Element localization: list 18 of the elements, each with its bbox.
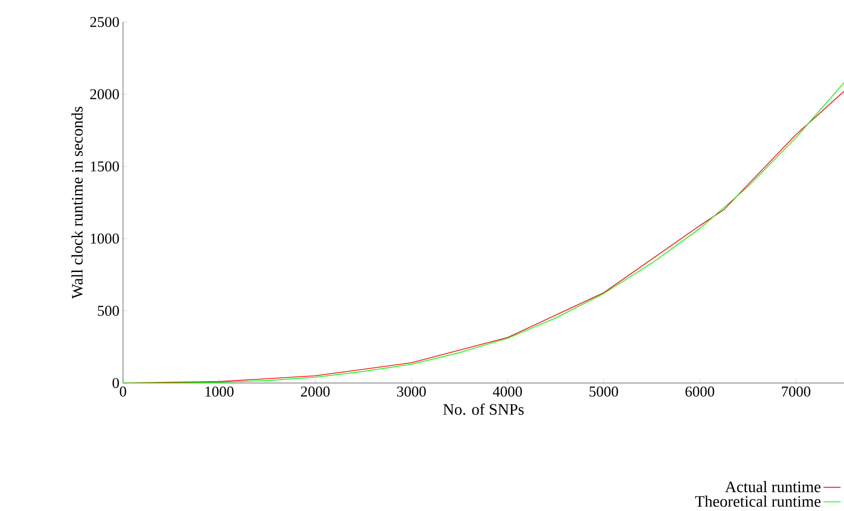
y-tick-label: 2500 xyxy=(90,16,119,28)
y-tick-label: 2000 xyxy=(90,89,119,100)
x-tick-label: 2000 xyxy=(300,386,330,397)
y-axis-title: Wall clock runtime in seconds xyxy=(71,106,83,299)
x-axis-title: No. of SNPs xyxy=(443,403,524,415)
x-tick-label: 5000 xyxy=(590,386,618,397)
x-tick-label: 4000 xyxy=(492,386,522,397)
y-tick-label: 1000 xyxy=(90,234,119,244)
x-tick-label: 3000 xyxy=(397,386,426,397)
x-tick-label: 0 xyxy=(120,386,126,397)
y-tick-label: 500 xyxy=(98,306,119,316)
x-tick-label: 7000 xyxy=(782,386,810,397)
x-tick-label: 6000 xyxy=(686,386,714,397)
legend-label: Theoretical runtime xyxy=(695,496,820,507)
y-tick-label: 0 xyxy=(112,378,119,388)
x-tick-label: 1000 xyxy=(206,386,234,397)
legend-label: Actual runtime xyxy=(725,481,820,492)
y-tick-label: 1500 xyxy=(90,161,119,172)
